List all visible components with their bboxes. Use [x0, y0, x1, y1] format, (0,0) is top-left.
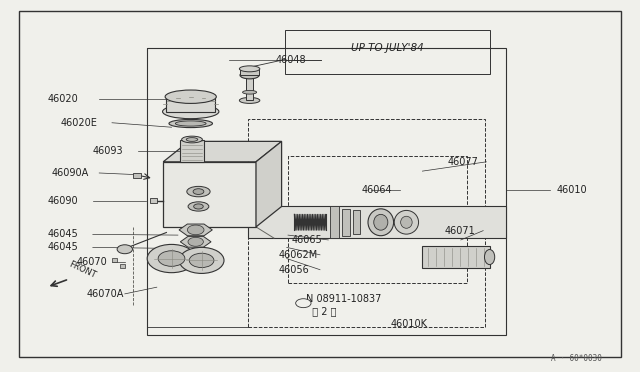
Bar	[248, 119, 485, 327]
Bar	[240, 69, 259, 75]
Text: UP TO JULY'84: UP TO JULY'84	[351, 44, 424, 53]
Ellipse shape	[175, 121, 206, 126]
Bar	[180, 140, 204, 162]
Text: 46063: 46063	[445, 259, 476, 269]
Text: N: N	[301, 300, 306, 306]
Ellipse shape	[194, 204, 204, 209]
Bar	[246, 78, 253, 100]
Circle shape	[188, 225, 204, 235]
Ellipse shape	[182, 136, 202, 143]
Polygon shape	[179, 224, 212, 236]
Bar	[330, 206, 339, 238]
Text: 46020E: 46020E	[61, 118, 98, 128]
Text: 46062M: 46062M	[278, 250, 317, 260]
Polygon shape	[163, 141, 282, 162]
Ellipse shape	[394, 211, 419, 234]
Bar	[288, 156, 467, 283]
Bar	[342, 209, 350, 236]
Ellipse shape	[188, 202, 209, 211]
Circle shape	[147, 244, 196, 273]
Bar	[163, 162, 256, 227]
Bar	[166, 97, 215, 112]
Ellipse shape	[374, 214, 388, 230]
Bar	[147, 48, 506, 335]
Text: 46070A: 46070A	[86, 289, 124, 299]
Text: 46070: 46070	[77, 257, 108, 267]
Ellipse shape	[187, 186, 210, 197]
Bar	[133, 173, 141, 178]
Bar	[422, 246, 490, 268]
Ellipse shape	[243, 90, 257, 94]
Text: 46090: 46090	[48, 196, 79, 206]
Circle shape	[188, 237, 204, 246]
Text: 46020: 46020	[48, 94, 79, 103]
Text: FRONT: FRONT	[67, 259, 97, 280]
Circle shape	[158, 251, 185, 266]
Text: A · 60*0030: A · 60*0030	[551, 354, 602, 363]
Circle shape	[189, 253, 214, 267]
Circle shape	[296, 299, 311, 308]
Text: 46077: 46077	[448, 157, 479, 167]
Ellipse shape	[401, 216, 412, 228]
Ellipse shape	[169, 119, 212, 128]
Text: 46065: 46065	[291, 235, 322, 245]
Bar	[248, 206, 506, 238]
Ellipse shape	[368, 209, 394, 236]
Ellipse shape	[239, 97, 260, 103]
Text: 46010: 46010	[557, 185, 588, 195]
Circle shape	[117, 245, 132, 254]
Ellipse shape	[239, 66, 260, 72]
Text: 46090A: 46090A	[51, 168, 88, 178]
Text: 46045: 46045	[48, 230, 79, 239]
Text: 46056: 46056	[278, 265, 309, 275]
Text: 46093: 46093	[93, 146, 124, 155]
Bar	[120, 264, 125, 268]
Ellipse shape	[484, 250, 495, 264]
Ellipse shape	[165, 90, 216, 103]
Bar	[285, 30, 490, 74]
Text: 46010K: 46010K	[390, 319, 428, 328]
Text: N 08911-10837
  〈 2 〉: N 08911-10837 〈 2 〉	[306, 294, 381, 316]
Text: 46045: 46045	[48, 243, 79, 252]
Bar	[112, 258, 117, 262]
Circle shape	[179, 247, 224, 273]
Polygon shape	[256, 141, 282, 227]
Ellipse shape	[193, 189, 204, 195]
Text: 46064: 46064	[362, 185, 392, 195]
Bar	[353, 211, 360, 234]
Bar	[150, 198, 157, 203]
Ellipse shape	[163, 105, 219, 119]
Polygon shape	[180, 236, 211, 247]
Text: 46071: 46071	[445, 226, 476, 235]
Ellipse shape	[186, 138, 198, 141]
Text: 46048: 46048	[275, 55, 306, 64]
Ellipse shape	[240, 71, 259, 79]
